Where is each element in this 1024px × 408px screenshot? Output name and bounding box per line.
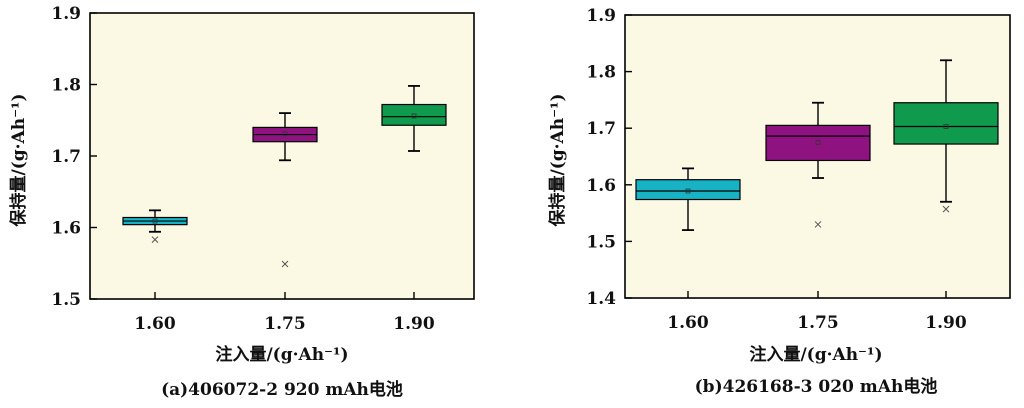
outlier-point xyxy=(281,260,289,268)
panel-b-x-ticks: 1.60 1.75 1.90 xyxy=(667,291,967,333)
iqr-box xyxy=(893,102,999,145)
outlier-stroke xyxy=(281,260,289,268)
outlier-point xyxy=(942,205,950,213)
mean-marker xyxy=(685,188,691,194)
panel-a-marks xyxy=(122,85,447,268)
box-1.75 xyxy=(765,101,871,228)
y-tick-label: 1.8 xyxy=(586,63,616,83)
y-tick-label: 1.5 xyxy=(51,290,81,310)
y-tick-label: 1.9 xyxy=(51,4,81,24)
y-tick-label: 1.4 xyxy=(586,289,616,309)
y-tick-label: 1.5 xyxy=(586,232,616,252)
mean-marker xyxy=(152,218,158,224)
iqr-box xyxy=(635,179,741,201)
y-tick-label: 1.9 xyxy=(586,6,616,26)
box-1.75 xyxy=(252,112,318,268)
panel-b-y-axis-label: 保持量/(g·Ah⁻¹) xyxy=(547,93,568,227)
panel-a: 1.5 1.6 1.7 1.8 1.9 1.60 1.75 1.90 保持量/(g·Ah⁻¹… xyxy=(8,4,475,400)
panel-b-caption: (b)426168-3 020 mAh电池 xyxy=(695,376,938,397)
x-tick-label: 1.75 xyxy=(264,314,305,334)
box-1.60 xyxy=(122,209,188,244)
panel-a-plot-area xyxy=(89,12,475,300)
panel-a-x-ticks: 1.60 1.75 1.90 xyxy=(134,292,435,334)
iqr-box xyxy=(765,124,871,162)
y-tick-label: 1.7 xyxy=(51,147,81,167)
box-1.90 xyxy=(381,85,447,152)
x-tick-label: 1.90 xyxy=(925,313,967,333)
x-tick-label: 1.60 xyxy=(134,314,176,334)
y-tick-label: 1.6 xyxy=(586,176,616,196)
panel-a-x-axis-label: 注入量/(g·Ah⁻¹) xyxy=(215,344,348,365)
y-tick-label: 1.7 xyxy=(586,119,616,139)
panel-b-y-ticks: 1.4 1.5 1.6 1.7 1.8 1.9 xyxy=(586,6,632,309)
outlier-stroke xyxy=(942,205,950,213)
x-tick-label: 1.60 xyxy=(667,313,709,333)
outlier-stroke xyxy=(151,236,159,244)
outlier-stroke xyxy=(814,221,822,228)
panel-b: 1.4 1.5 1.6 1.7 1.8 1.9 1.60 1.75 1.90 保持量/(g·A… xyxy=(547,6,1011,397)
panel-b-marks xyxy=(635,59,999,231)
panel-a-caption: (a)406072-2 920 mAh电池 xyxy=(161,379,403,400)
outlier-point xyxy=(814,221,822,228)
y-tick-label: 1.8 xyxy=(51,76,81,96)
mean-marker xyxy=(411,113,417,119)
iqr-box xyxy=(381,103,447,126)
panel-b-x-axis-label: 注入量/(g·Ah⁻¹) xyxy=(749,344,882,365)
x-tick-label: 1.90 xyxy=(393,314,435,334)
y-tick-label: 1.6 xyxy=(51,219,81,239)
panel-a-y-ticks: 1.5 1.6 1.7 1.8 1.9 xyxy=(51,4,97,310)
mean-marker xyxy=(815,139,821,145)
x-tick-label: 1.75 xyxy=(797,313,838,333)
mean-marker xyxy=(943,124,949,129)
panel-a-y-axis-label: 保持量/(g·Ah⁻¹) xyxy=(8,93,29,227)
outlier-point xyxy=(151,236,159,244)
box-1.90 xyxy=(893,59,999,213)
box-1.60 xyxy=(635,167,741,231)
mean-marker xyxy=(282,131,288,137)
